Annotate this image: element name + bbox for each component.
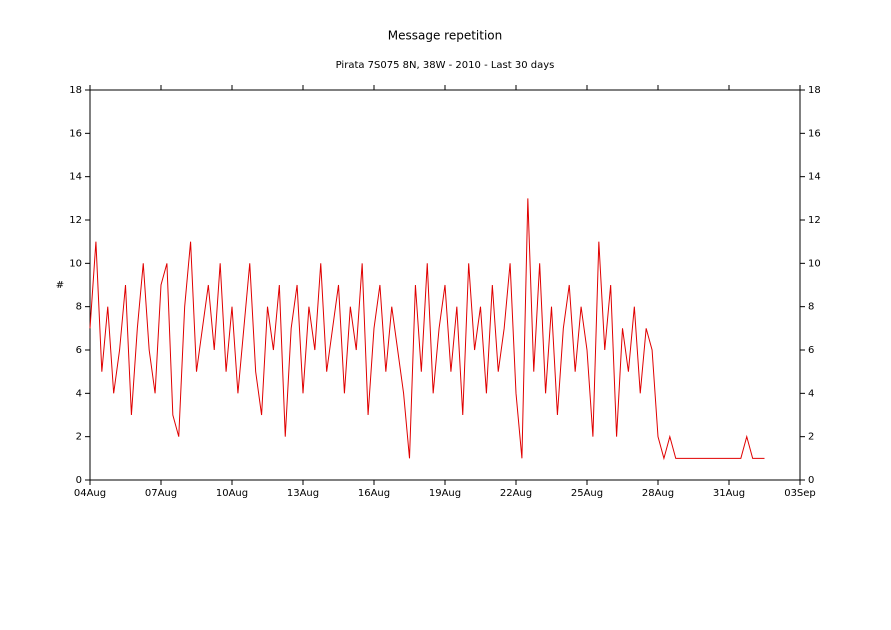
x-tick-label: 19Aug	[429, 488, 461, 499]
chart-subtitle: Pirata 7S075 8N, 38W - 2010 - Last 30 da…	[336, 60, 555, 71]
y-tick-label: 4	[76, 388, 82, 399]
x-tick-label: 03Sep	[784, 488, 816, 499]
y-axis-label: #	[56, 280, 64, 291]
y2-tick-label: 10	[808, 258, 821, 269]
data-line	[89, 198, 765, 461]
x-tick-label: 07Aug	[145, 488, 177, 499]
x-tick-label: 22Aug	[500, 488, 532, 499]
x-tick-label: 04Aug	[74, 488, 106, 499]
x-tick-label: 13Aug	[287, 488, 319, 499]
y2-tick-label: 8	[808, 302, 814, 313]
x-tick-label: 25Aug	[571, 488, 603, 499]
y2-tick-label: 14	[808, 172, 821, 183]
chart-title: Message repetition	[388, 29, 503, 43]
y-tick-label: 16	[69, 128, 82, 139]
x-tick-label: 28Aug	[642, 488, 674, 499]
y-tick-label: 0	[76, 475, 82, 486]
y-tick-label: 18	[69, 85, 82, 96]
y2-tick-label: 12	[808, 215, 821, 226]
x-tick-label: 31Aug	[713, 488, 745, 499]
x-tick-label: 10Aug	[216, 488, 248, 499]
y2-tick-label: 6	[808, 345, 814, 356]
y2-tick-label: 0	[808, 475, 814, 486]
x-tick-label: 16Aug	[358, 488, 390, 499]
y-tick-label: 6	[76, 345, 82, 356]
y2-tick-label: 18	[808, 85, 821, 96]
y2-tick-label: 2	[808, 432, 814, 443]
y2-tick-label: 16	[808, 128, 821, 139]
y-tick-label: 10	[69, 258, 82, 269]
y-tick-label: 8	[76, 302, 82, 313]
y-tick-label: 2	[76, 432, 82, 443]
y2-tick-label: 4	[808, 388, 814, 399]
y-tick-label: 14	[69, 172, 82, 183]
y-tick-label: 12	[69, 215, 82, 226]
